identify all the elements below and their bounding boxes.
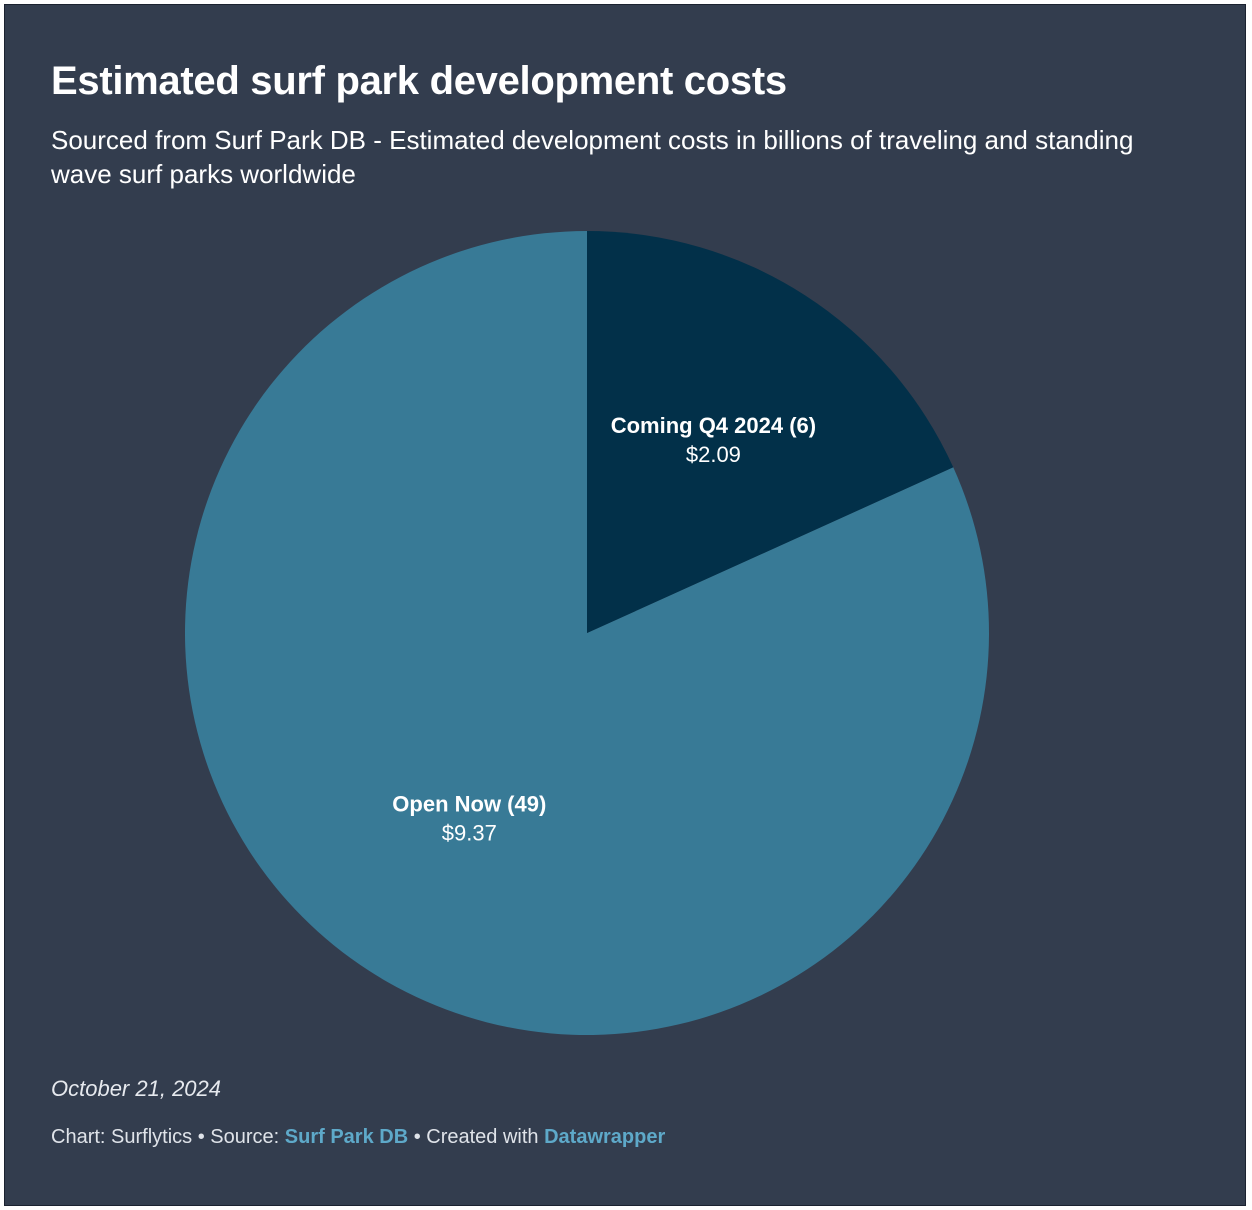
footer-chart-author: Surflytics: [111, 1126, 193, 1148]
slice-label-0: Open Now (49): [392, 791, 546, 816]
pie-chart: Open Now (49) $9.37 Coming Q4 2024 (6) $2.0…: [184, 231, 989, 1035]
slice-value-1: $2.09: [686, 442, 741, 467]
footer-chart-prefix: Chart:: [51, 1126, 112, 1148]
chart-frame: Estimated surf park development costs So…: [4, 4, 1246, 1206]
footer-source-prefix: Source:: [210, 1126, 285, 1148]
footer-created-prefix: Created with: [426, 1126, 545, 1148]
pie-slice-1: [587, 231, 954, 633]
chart-footer: Chart: Surflytics • Source: Surf Park DB…: [51, 1126, 665, 1149]
datawrapper-link[interactable]: Datawrapper: [544, 1126, 666, 1148]
source-link[interactable]: Surf Park DB: [284, 1126, 409, 1148]
pie-slice-0: [184, 231, 989, 1035]
chart-subtitle: Sourced from Surf Park DB - Estimated de…: [51, 125, 1134, 189]
slice-value-0: $9.37: [442, 820, 497, 845]
chart-title: Estimated surf park development costs: [51, 59, 787, 103]
footer-separator-2: •: [408, 1126, 427, 1148]
chart-date: October 21, 2024: [51, 1076, 222, 1101]
slice-label-1: Coming Q4 2024 (6): [611, 413, 816, 438]
footer-separator-1: •: [192, 1126, 211, 1148]
